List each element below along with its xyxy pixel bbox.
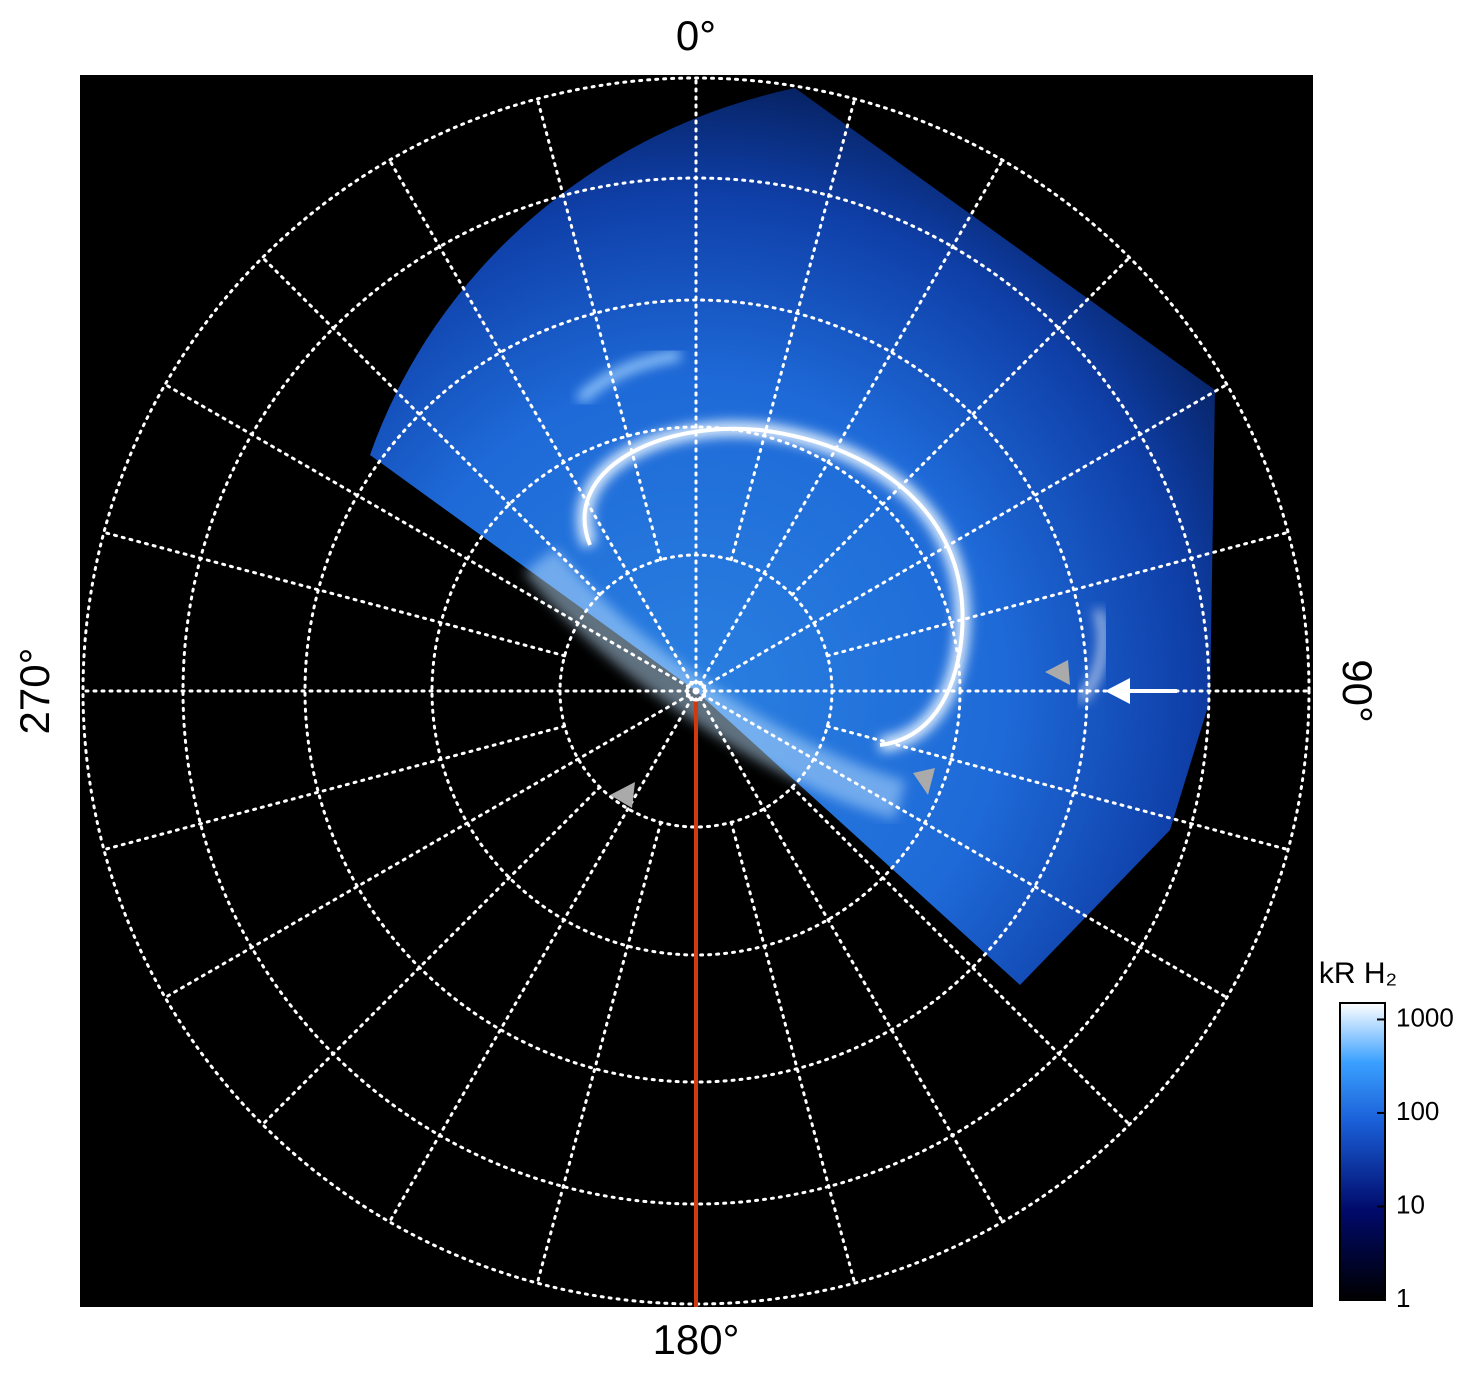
angle-label: 180° — [653, 1316, 740, 1363]
grid-spoke — [694, 383, 1229, 693]
grid-spoke — [694, 158, 1004, 693]
arrow — [1105, 678, 1130, 704]
angle-label: 270° — [11, 648, 58, 735]
grid-spoke — [163, 383, 698, 693]
colorbar-tick-label: 1000 — [1396, 1002, 1454, 1032]
pole-marker — [685, 680, 707, 702]
colorbar-tick-label: 1 — [1396, 1283, 1410, 1313]
colorbar-tick-label: 10 — [1396, 1189, 1425, 1219]
colorbar — [1339, 1002, 1386, 1301]
grid-spoke — [729, 820, 857, 1285]
arrow — [913, 768, 935, 795]
grid-spoke — [729, 97, 857, 562]
grid-spoke — [790, 256, 1131, 597]
grid-spoke — [694, 689, 1229, 999]
grid-spoke — [163, 689, 698, 999]
angle-label: 90° — [1334, 659, 1381, 723]
grid-spoke — [388, 158, 698, 693]
aurora-region — [370, 88, 1215, 985]
grid-spoke — [535, 97, 663, 562]
angle-label: 0° — [676, 12, 716, 59]
emission-arc — [576, 350, 681, 404]
grid-spoke — [825, 530, 1290, 658]
arrow — [610, 782, 635, 808]
arrows — [610, 660, 1177, 808]
grid-spoke — [261, 256, 602, 597]
grid-spoke — [102, 530, 567, 658]
auroral-oval-core — [582, 426, 965, 747]
grid-spoke — [535, 820, 663, 1285]
grid-spoke — [790, 785, 1131, 1126]
grid-spoke — [694, 689, 1004, 1224]
colorbar-tick-label: 100 — [1396, 1096, 1439, 1126]
grid-spoke — [102, 724, 567, 852]
grid-spoke — [261, 785, 602, 1126]
colorbar-title: kR H₂ — [1319, 957, 1397, 990]
grid-spoke — [388, 689, 698, 1224]
grid-spoke — [825, 724, 1290, 852]
arrow — [1045, 660, 1070, 685]
